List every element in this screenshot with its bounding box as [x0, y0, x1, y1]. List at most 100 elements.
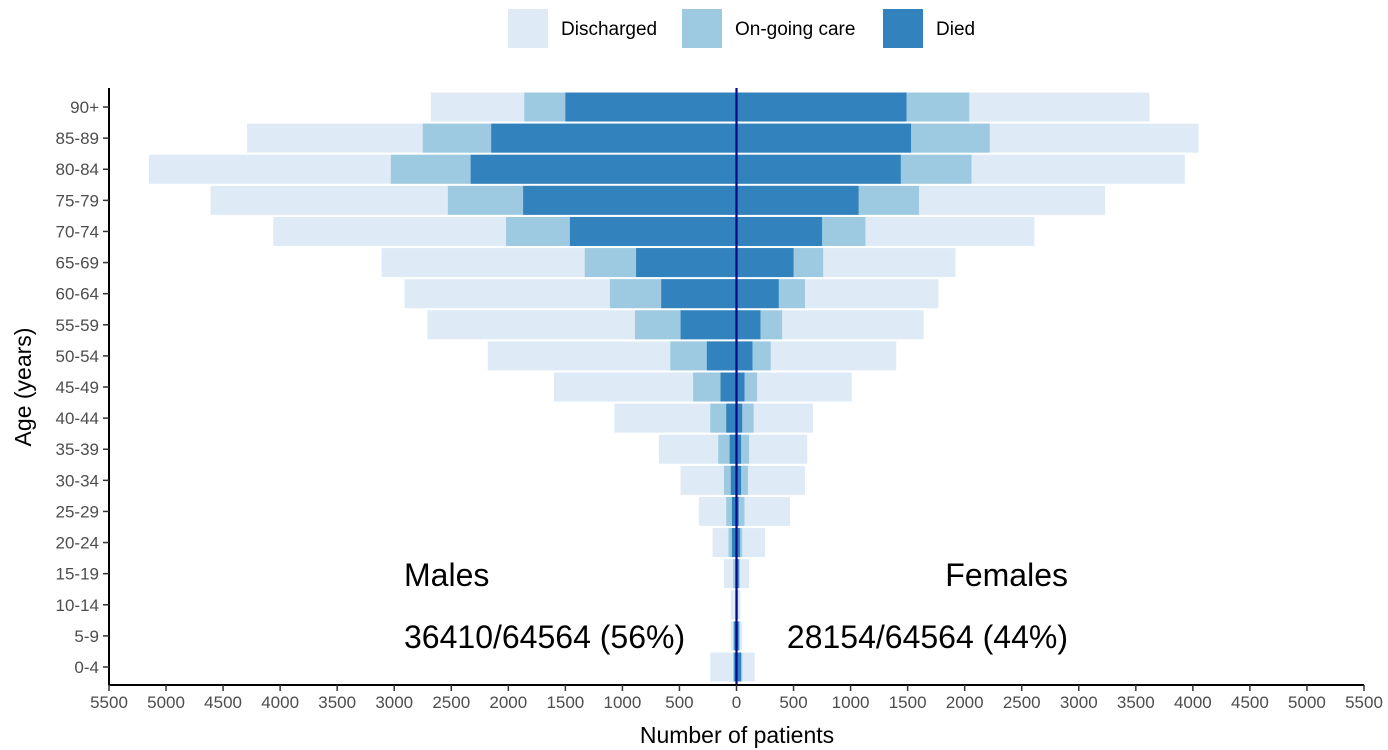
x-tick-label: 2500: [1003, 693, 1041, 712]
x-tick-label: 4000: [261, 693, 299, 712]
x-tick-label: 3500: [1117, 693, 1155, 712]
legend: Discharged On-going care Died: [508, 9, 975, 48]
x-tick-label: 5500: [90, 693, 128, 712]
bar-males-25-29-on-going-care: [726, 496, 737, 526]
legend-key-died: [883, 9, 923, 48]
bar-males-55-59-died: [680, 310, 737, 340]
x-tick-label: 2000: [489, 693, 527, 712]
x-tick-label: 3000: [1060, 693, 1098, 712]
bar-females-50-54-died: [736, 341, 753, 371]
y-tick-label: 25-29: [56, 502, 99, 521]
females-count: 28154/64564 (44%): [787, 619, 1068, 655]
x-tick-label: 1500: [546, 693, 584, 712]
bar-females-25-29-discharged: [736, 496, 791, 526]
x-tick-label: 500: [665, 693, 693, 712]
y-tick-label: 30-34: [56, 471, 99, 490]
x-tick-label: 1500: [889, 693, 927, 712]
y-tick-label: 50-54: [56, 347, 99, 366]
y-tick-label: 60-64: [56, 285, 99, 304]
bar-females-30-34-died: [736, 465, 742, 495]
bar-males-5-9-died: [734, 621, 737, 651]
y-tick-label: 15-19: [56, 565, 99, 584]
x-tick-label: 2500: [432, 693, 470, 712]
x-tick-label: 4000: [1174, 693, 1212, 712]
bar-males-85-89-died: [491, 123, 737, 153]
y-axis-title: Age (years): [10, 328, 36, 447]
x-tick-label: 500: [779, 693, 807, 712]
bar-males-90+-died: [565, 92, 737, 122]
x-tick-label: 3500: [318, 693, 356, 712]
bar-females-10-14-discharged: [736, 590, 741, 620]
x-tick-label: 2000: [946, 693, 984, 712]
bar-females-70-74-died: [736, 216, 823, 246]
bar-females-15-19-died: [736, 559, 739, 589]
y-tick-label: 90+: [70, 98, 99, 117]
bar-males-0-4-discharged: [710, 652, 737, 682]
bar-females-35-39-died: [736, 434, 742, 464]
x-axis-title: Number of patients: [640, 722, 834, 748]
males-label: Males: [404, 557, 489, 593]
bar-males-60-64-died: [661, 279, 737, 309]
bar-females-75-79-died: [736, 185, 859, 215]
x-tick-label: 0: [732, 693, 741, 712]
x-tick-label: 4500: [1231, 693, 1269, 712]
bar-males-0-4-died: [734, 652, 737, 682]
bar-males-15-19-on-going-care: [733, 559, 737, 589]
bar-females-60-64-died: [736, 279, 779, 309]
bar-females-0-4-died: [736, 652, 742, 682]
x-tick-label: 5000: [1288, 693, 1326, 712]
axes: 0-4 5-9 10-14 15-19 20-24 25-29 30-34 35-39 40-4…: [56, 88, 1383, 712]
bar-males-35-39-died: [729, 434, 737, 464]
y-tick-label: 45-49: [56, 378, 99, 397]
bar-females-85-89-died: [736, 123, 912, 153]
bar-males-10-14-discharged: [730, 590, 737, 620]
bar-females-55-59-died: [736, 310, 761, 340]
legend-label: Died: [936, 19, 975, 40]
x-tick-label: 4500: [204, 693, 242, 712]
y-tick-label: 80-84: [56, 160, 99, 179]
x-tick-label: 1000: [832, 693, 870, 712]
y-tick-label: 75-79: [56, 191, 99, 210]
bar-males-50-54-died: [706, 341, 737, 371]
bar-males-80-84-died: [470, 154, 737, 184]
bar-females-45-49-died: [736, 372, 745, 402]
x-tick-label: 5500: [1345, 693, 1383, 712]
y-tick-label: 35-39: [56, 440, 99, 459]
bar-females-20-24-died: [736, 528, 740, 558]
bar-females-80-84-died: [736, 154, 901, 184]
y-tick-label: 65-69: [56, 254, 99, 273]
bar-males-45-49-died: [720, 372, 737, 402]
legend-label: Discharged: [561, 19, 657, 40]
bar-males-20-24-died: [731, 528, 737, 558]
bars: [148, 92, 1199, 682]
y-tick-label: 10-14: [56, 596, 99, 615]
legend-key-discharged: [508, 9, 548, 48]
bar-females-25-29-died: [736, 496, 739, 526]
y-tick-label: 40-44: [56, 409, 99, 428]
bar-females-30-34-on-going-care: [736, 465, 748, 495]
bar-males-75-79-died: [523, 185, 737, 215]
bar-males-40-44-died: [726, 403, 737, 433]
y-tick-label: 70-74: [56, 222, 99, 241]
bar-females-5-9-died: [736, 621, 739, 651]
y-tick-label: 20-24: [56, 534, 99, 553]
females-label: Females: [945, 557, 1068, 593]
y-tick-label: 55-59: [56, 316, 99, 335]
bar-males-25-29-died: [731, 496, 737, 526]
x-tick-label: 1000: [603, 693, 641, 712]
y-tick-label: 0-4: [74, 658, 99, 677]
x-tick-label: 3000: [375, 693, 413, 712]
bar-females-25-29-on-going-care: [736, 496, 745, 526]
bar-males-70-74-died: [569, 216, 737, 246]
legend-label: On-going care: [735, 19, 855, 40]
x-tick-label: 5000: [147, 693, 185, 712]
bar-males-65-69-died: [636, 248, 737, 278]
males-count: 36410/64564 (56%): [404, 619, 685, 655]
bar-females-40-44-died: [736, 403, 743, 433]
legend-key-on-going-care: [682, 9, 722, 48]
y-tick-label: 85-89: [56, 129, 99, 148]
bar-females-90+-died: [736, 92, 907, 122]
y-tick-label: 5-9: [74, 627, 99, 646]
